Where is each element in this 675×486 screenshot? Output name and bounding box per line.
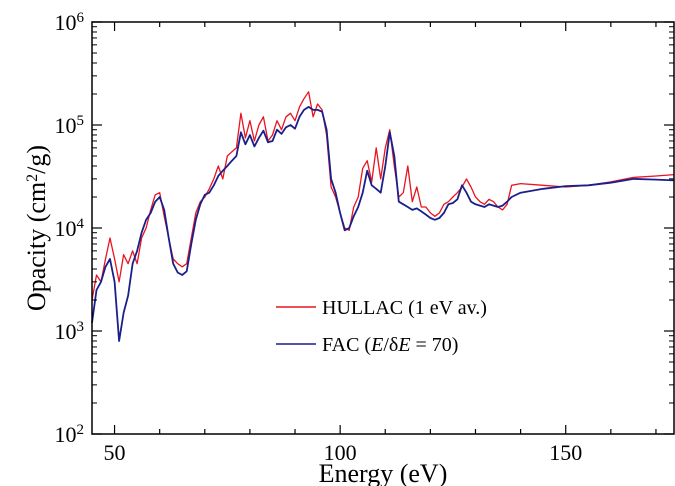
legend: HULLAC (1 eV av.) FAC (E/δE = 70) (276, 297, 487, 356)
y-axis-ticks: 102 103 104 105 106 (55, 10, 674, 447)
legend-label-fac: FAC (E/δE = 70) (322, 334, 458, 356)
y-tick-label: 104 (55, 216, 85, 241)
series-layer (91, 91, 675, 342)
legend-fac-part-6: = 70) (411, 334, 459, 356)
x-tick-label: 100 (324, 440, 357, 465)
legend-fac-part-1: FAC ( (322, 334, 371, 356)
y-axis-label-main: Opacity (cm (22, 182, 51, 311)
series-line-0 (91, 91, 675, 301)
plot-frame (91, 21, 675, 435)
legend-fac-part-4: δ (389, 334, 398, 356)
legend-fac-part-3: / (383, 334, 389, 356)
x-tick-label: 50 (104, 440, 126, 465)
y-tick-label: 105 (55, 113, 85, 138)
legend-fac-part-5: E (397, 334, 410, 356)
y-tick-label: 102 (55, 422, 85, 447)
y-axis-label-tail: /g) (22, 145, 51, 174)
series-line-1 (91, 106, 675, 342)
legend-fac-part-2: E (370, 334, 383, 356)
y-tick-label: 103 (55, 319, 85, 344)
x-axis-label: Energy (eV) (319, 459, 448, 486)
y-tick-label: 106 (55, 10, 85, 35)
y-axis-label: Opacity (cm2/g) (22, 145, 51, 311)
x-axis-ticks: 50 100 150 (104, 22, 657, 465)
legend-label-hullac: HULLAC (1 eV av.) (322, 297, 487, 319)
y-axis-label-sup: 2 (24, 174, 41, 182)
x-tick-label: 150 (549, 440, 582, 465)
